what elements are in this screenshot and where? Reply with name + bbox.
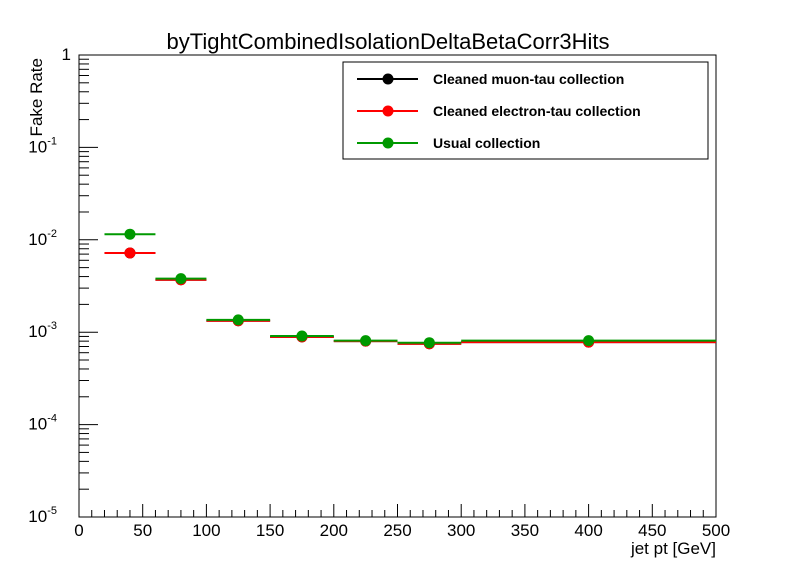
x-tick-label: 0 xyxy=(74,521,83,540)
y-tick-label: 10-1 xyxy=(28,135,57,156)
y-tick-label: 1 xyxy=(62,45,71,64)
x-tick-label: 300 xyxy=(447,521,475,540)
data-point xyxy=(360,335,372,347)
y-tick-label: 10-4 xyxy=(28,413,57,434)
y-tick-label: 10-3 xyxy=(28,320,57,341)
legend-marker xyxy=(382,73,394,85)
x-axis-title: jet pt [GeV] xyxy=(630,539,716,558)
series-3 xyxy=(104,228,716,349)
x-tick-label: 450 xyxy=(638,521,666,540)
data-point xyxy=(296,330,308,342)
y-tick-label: 10-5 xyxy=(28,505,57,526)
series-1 xyxy=(104,247,716,350)
series-2 xyxy=(104,247,716,350)
legend: Cleaned muon-tau collection Cleaned elect… xyxy=(342,61,709,160)
y-tick-label: 10-2 xyxy=(28,228,57,249)
data-point xyxy=(124,228,136,240)
data-point xyxy=(423,337,435,349)
data-point xyxy=(124,247,136,259)
x-tick-label: 250 xyxy=(383,521,411,540)
legend-marker xyxy=(382,137,394,149)
x-tick-label: 400 xyxy=(574,521,602,540)
x-tick-label: 150 xyxy=(256,521,284,540)
y-axis-title: Fake Rate xyxy=(27,58,46,136)
legend-marker xyxy=(382,105,394,117)
data-point xyxy=(583,335,595,347)
data-point xyxy=(232,314,244,326)
x-tick-label: 500 xyxy=(702,521,730,540)
legend-label: Cleaned electron-tau collection xyxy=(433,103,641,119)
x-tick-label: 50 xyxy=(133,521,152,540)
x-tick-label: 350 xyxy=(511,521,539,540)
chart-title: byTightCombinedIsolationDeltaBetaCorr3Hi… xyxy=(166,29,609,54)
x-tick-label: 100 xyxy=(192,521,220,540)
x-tick-label: 200 xyxy=(320,521,348,540)
legend-label: Cleaned muon-tau collection xyxy=(433,71,624,87)
data-point xyxy=(175,273,187,285)
legend-label: Usual collection xyxy=(433,135,540,151)
